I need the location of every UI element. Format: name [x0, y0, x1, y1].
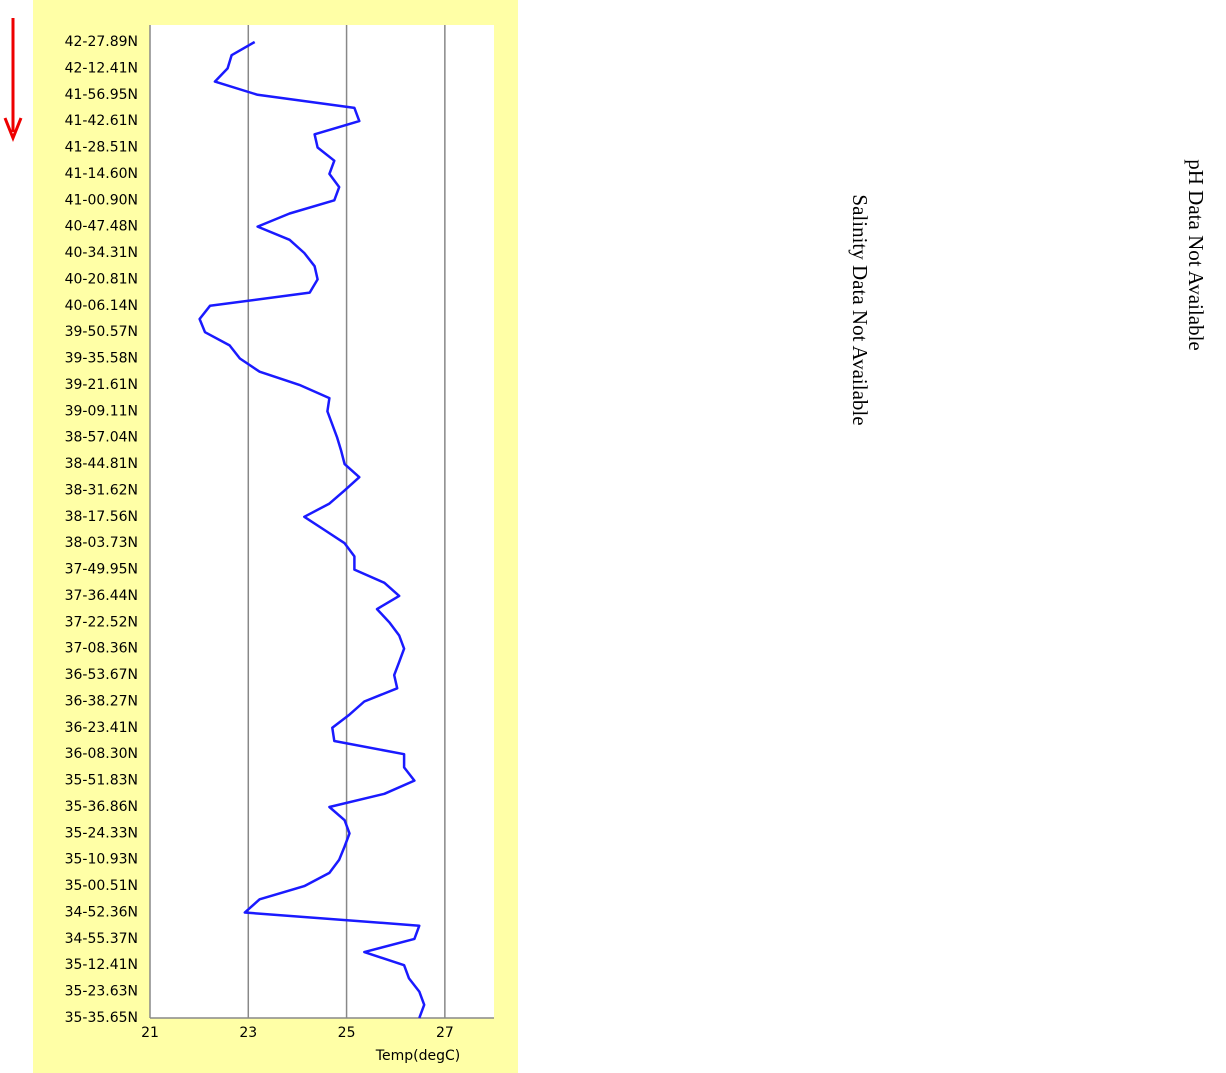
- y-tick-label: 34-55.37N: [65, 931, 138, 947]
- y-tick-label: 42-12.41N: [65, 60, 138, 76]
- y-tick-label: 35-12.41N: [65, 957, 138, 973]
- y-tick-label: 41-00.90N: [65, 192, 138, 208]
- y-tick-label: 38-03.73N: [65, 535, 138, 551]
- y-tick-label: 38-57.04N: [65, 430, 138, 446]
- y-tick-label: 39-21.61N: [65, 377, 138, 393]
- y-tick-label: 35-23.63N: [65, 984, 138, 1000]
- plot: 21 23 25 27 42-27.89N 42-12.41N 41-56.95N 41-42…: [65, 25, 494, 1041]
- y-tick-label: 40-47.48N: [65, 219, 138, 235]
- y-tick-label: 39-09.11N: [65, 403, 138, 419]
- y-tick-label: 37-49.95N: [65, 562, 138, 578]
- y-tick-label: 36-38.27N: [65, 693, 138, 709]
- salinity-note: Salinity Data Not Available: [848, 194, 872, 425]
- y-tick-label: 42-27.89N: [65, 34, 138, 50]
- arrow-head: [3, 117, 23, 143]
- y-tick-label: 35-24.33N: [65, 825, 138, 841]
- y-tick-label: 40-34.31N: [65, 245, 138, 261]
- temp-line: [198, 40, 426, 1019]
- y-tick-label: 36-53.67N: [65, 667, 138, 683]
- y-tick-label: 40-06.14N: [65, 298, 138, 314]
- ph-note: pH Data Not Available: [1184, 159, 1208, 350]
- y-tick-label: 38-44.81N: [65, 456, 138, 472]
- y-tick-label: 38-17.56N: [65, 509, 138, 525]
- y-tick-label: 35-10.93N: [65, 852, 138, 868]
- x-axis-title: Temp(degC): [375, 1048, 460, 1064]
- y-tick-label: 34-52.36N: [65, 904, 138, 920]
- y-tick-label: 37-36.44N: [65, 588, 138, 604]
- plot-area: [150, 25, 494, 1018]
- y-tick-label: 35-35.65N: [65, 1010, 138, 1026]
- y-tick-label: 36-23.41N: [65, 720, 138, 736]
- y-tick-label: 35-36.86N: [65, 799, 138, 815]
- x-tick-label: 23: [239, 1025, 257, 1041]
- x-tick-label: 27: [436, 1025, 454, 1041]
- y-tick-label: 35-00.51N: [65, 878, 138, 894]
- y-tick-label: 41-28.51N: [65, 140, 138, 156]
- y-tick-label: 41-56.95N: [65, 87, 138, 103]
- y-tick-label: 35-51.83N: [65, 773, 138, 789]
- y-tick-label: 39-50.57N: [65, 324, 138, 340]
- y-tick-label: 40-20.81N: [65, 271, 138, 287]
- y-tick-label: 41-42.61N: [65, 113, 138, 129]
- y-tick-label: 36-08.30N: [65, 746, 138, 762]
- x-tick-label: 25: [338, 1025, 356, 1041]
- y-tick-label: 37-22.52N: [65, 614, 138, 630]
- y-tick-label: 38-31.62N: [65, 482, 138, 498]
- y-tick-label: 41-14.60N: [65, 166, 138, 182]
- y-tick-label: 37-08.36N: [65, 641, 138, 657]
- x-tick-label: 21: [141, 1025, 159, 1041]
- y-tick-label: 39-35.58N: [65, 351, 138, 367]
